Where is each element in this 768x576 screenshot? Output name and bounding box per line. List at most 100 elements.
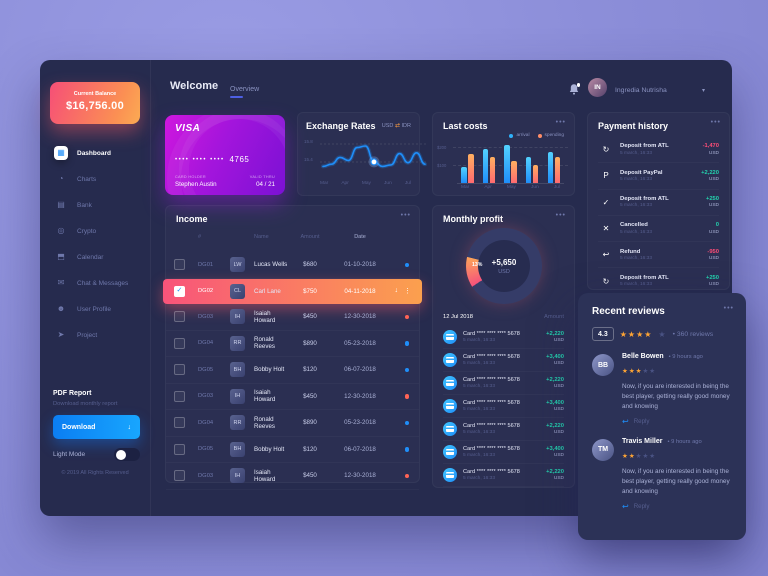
income-menu[interactable]: ••• [400, 212, 411, 219]
x-tick: Jul [404, 181, 411, 186]
row-amount: $120 [303, 445, 317, 453]
row-kebab-icon[interactable]: ⋮ [404, 288, 411, 296]
transaction-title: Card **** **** **** 5678 [463, 330, 520, 337]
payment-icon: ↩ [602, 250, 610, 260]
transaction-time: 5 march, 16:33 [463, 453, 495, 459]
table-row[interactable]: DG04 RR Ronald Reeves $890 05-23-2018 [166, 331, 419, 358]
transactions-amount-label: Amount [544, 314, 564, 320]
amount-currency: USD [708, 282, 719, 288]
table-row[interactable]: DG02 CL Carl Lane $750 04-11-2018 ↓⋮ [163, 278, 422, 304]
payment-amount: -950 USD [683, 249, 719, 262]
list-item[interactable]: ✕ Cancelled 5 march, 16:33 0 USD [598, 216, 719, 242]
user-menu-caret-icon[interactable]: ▾ [702, 88, 706, 94]
list-item[interactable]: Card **** **** **** 5678 5 march, 16:33 … [443, 395, 564, 418]
row-checkbox[interactable] [174, 311, 185, 323]
bar-spending-Jun [532, 165, 539, 183]
row-checkbox[interactable] [174, 285, 185, 297]
exchange-line-svg [320, 143, 428, 169]
list-item[interactable]: Card **** **** **** 5678 5 march, 16:33 … [443, 349, 564, 372]
sidebar-item[interactable]: ▦ Dashboard [54, 140, 144, 166]
sidebar-item[interactable]: ☻ User Profile [54, 296, 144, 322]
row-download-icon[interactable]: ↓ [394, 287, 399, 295]
list-item[interactable]: ↻ Deposit from ATL 5 march, 16:33 +250 U… [598, 268, 719, 294]
amount-currency: USD [553, 338, 564, 344]
income-panel: Income ••• # Name Amount Date DG01 LW Lu… [163, 205, 422, 484]
sidebar-item[interactable]: ▤ Bank [54, 192, 144, 218]
sidebar-item-icon: ▤ [57, 200, 65, 209]
row-id: DG05 [198, 446, 214, 453]
table-row[interactable]: DG03 IH Isaiah Howard $450 12-30-2018 [166, 384, 419, 411]
table-row[interactable]: DG04 RR Ronald Reeves $890 05-23-2018 [166, 410, 419, 437]
card-glyph [446, 449, 454, 455]
sidebar-item-icon: ☻ [56, 304, 66, 313]
monthly-profit-panel: Monthly profit ••• +5,650 USD 13% 12 Jul… [432, 205, 575, 488]
download-button[interactable]: Download ↓ [53, 415, 140, 439]
row-avatar: IH [230, 309, 245, 325]
last-costs-menu[interactable]: ••• [555, 119, 566, 126]
user-name[interactable]: Ingredia Nutrisha [615, 87, 667, 94]
table-row[interactable]: DG05 BH Bobby Holt $120 06-07-2018 [166, 437, 419, 464]
row-id: DG05 [198, 366, 214, 373]
list-item[interactable]: ↻ Deposit from ATL 5 march, 16:33 -1,470… [598, 137, 719, 163]
table-row[interactable]: DG03 IH Isaiah Howard $450 12-30-2018 [166, 304, 419, 331]
monthly-profit-menu[interactable]: ••• [555, 212, 566, 219]
table-row[interactable]: DG01 LW Lucas Wells $680 01-10-2018 [166, 252, 419, 279]
light-mode-label: Light Mode [53, 451, 86, 458]
row-checkbox[interactable] [174, 443, 185, 455]
reply-button[interactable]: ↩ Reply [622, 502, 732, 511]
row-amount: $890 [303, 339, 317, 347]
row-checkbox[interactable] [174, 337, 185, 349]
tab-overview[interactable]: Overview [230, 86, 259, 98]
row-amount: $450 [303, 472, 317, 480]
recent-reviews-menu[interactable]: ••• [723, 305, 734, 312]
light-mode-toggle[interactable] [114, 448, 140, 461]
card-glyph [446, 357, 454, 363]
sidebar-item[interactable]: ✉ Chat & Messages [54, 270, 144, 296]
table-row[interactable]: DG05 BH Bobby Holt $120 06-07-2018 [166, 357, 419, 384]
reviewer-name-line: Belle Bowen • 9 hours ago [622, 353, 732, 360]
table-row[interactable]: DG03 IH Isaiah Howard $450 12-30-2018 [166, 463, 419, 490]
overall-rating-row: 4.3 ★★★★ ★ • 360 reviews [592, 327, 732, 341]
row-checkbox[interactable] [174, 390, 185, 402]
sidebar-item[interactable]: ⬒ Calendar [54, 244, 144, 270]
reply-button[interactable]: ↩ Reply [622, 417, 732, 426]
list-item[interactable]: P Deposit PayPal 5 march, 16:33 +2,220 U… [598, 163, 719, 189]
payment-amount: 0 USD [683, 222, 719, 235]
row-checkbox[interactable] [174, 417, 185, 429]
review-stars: ★★★★★ [622, 452, 657, 460]
transaction-time: 5 march, 16:33 [463, 407, 495, 413]
list-item[interactable]: Card **** **** **** 5678 5 march, 16:33 … [443, 326, 564, 349]
row-checkbox[interactable] [174, 364, 185, 376]
reviewer-avatar: TM [592, 438, 614, 461]
list-item[interactable]: Card **** **** **** 5678 5 march, 16:33 … [443, 441, 564, 464]
payment-history-menu[interactable]: ••• [710, 119, 721, 126]
review-item: TM Travis Miller • 9 hours ago ★★★★★ Now… [592, 438, 732, 511]
sidebar-item-label: Charts [77, 175, 97, 183]
review-time: • 9 hours ago [667, 438, 702, 445]
payment-info: Deposit from ATL 5 march, 16:33 [620, 143, 683, 156]
user-avatar[interactable]: IN [588, 78, 607, 97]
payment-history-panel: Payment history ••• ↻ Deposit from ATL 5… [587, 112, 730, 290]
notifications-bell-icon[interactable] [568, 83, 580, 95]
sidebar-item[interactable]: ◔ Charts [54, 166, 144, 192]
list-item[interactable]: Card **** **** **** 5678 5 march, 16:33 … [443, 418, 564, 441]
sidebar-item[interactable]: ◎ Crypto [54, 218, 144, 244]
list-item[interactable]: Card **** **** **** 5678 5 march, 16:33 … [443, 464, 564, 487]
currency-pair-toggle[interactable]: USD ⇄ IDR [382, 122, 411, 129]
swap-icon: ⇄ [394, 123, 400, 129]
sidebar-item[interactable]: ➤ Project [54, 322, 144, 348]
row-checkbox[interactable] [174, 470, 185, 482]
row-name: Ronald Reeves [254, 336, 275, 351]
pair-left: USD [381, 123, 394, 129]
x-tick: Mar [320, 181, 329, 186]
list-item[interactable]: ✓ Deposit from ATL 5 march, 16:33 +250 U… [598, 190, 719, 216]
list-item[interactable]: ↩ Refund 5 march, 16:33 -950 USD [598, 242, 719, 268]
payment-info: Deposit from ATL 5 march, 16:33 [620, 275, 683, 288]
row-avatar: RR [230, 335, 245, 351]
row-checkbox[interactable] [174, 259, 185, 271]
y-gridline-label: $200 [437, 144, 447, 150]
amount-value: +2,220 [546, 376, 564, 383]
list-item[interactable]: Card **** **** **** 5678 5 march, 16:33 … [443, 372, 564, 395]
last-costs-bar-chart: $200 $100 [437, 141, 568, 184]
x-tick: Jul [553, 185, 560, 190]
